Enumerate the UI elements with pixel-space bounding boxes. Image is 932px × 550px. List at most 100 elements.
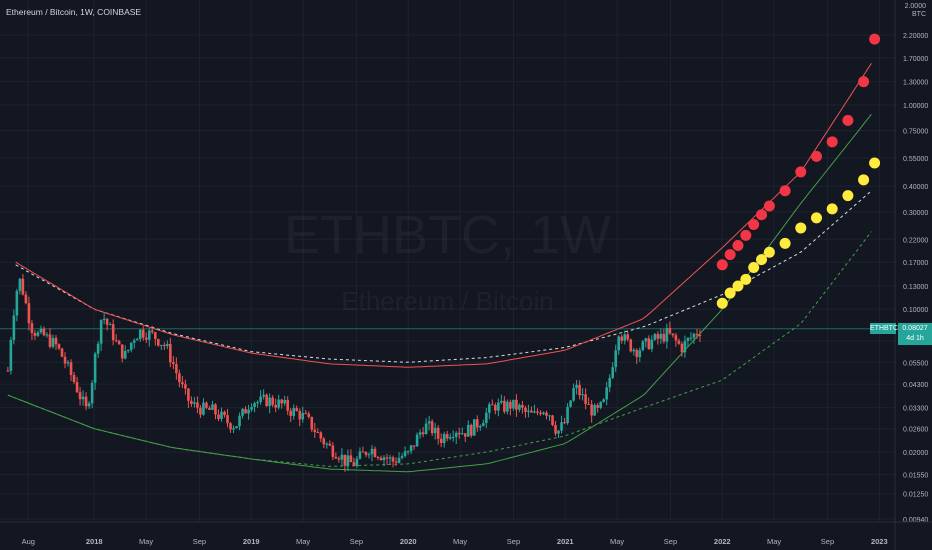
price-axis[interactable]: 0.00940 0.01250 0.01550 0.02000 0.02600 0.033… (894, 0, 928, 550)
candle-down (421, 432, 425, 435)
candle-down (154, 332, 157, 340)
candle-down (157, 339, 160, 346)
time-tick-label: May (453, 537, 467, 546)
candle-down (698, 335, 702, 337)
candle-down (445, 434, 449, 439)
candle-down (295, 408, 299, 412)
candle-down (307, 413, 311, 417)
candle-down (181, 382, 184, 385)
candle-up (301, 412, 305, 420)
candle-up (138, 329, 142, 339)
red-projection-dot (724, 249, 736, 261)
candle-up (400, 456, 404, 458)
watermark-ticker: ETHBTC, 1W (283, 205, 611, 265)
candle-down (494, 404, 497, 411)
candle-up (686, 338, 690, 341)
candle-up (292, 408, 296, 416)
time-tick-label: Sep (350, 537, 363, 546)
yellow-projection-dot (724, 287, 736, 299)
candle-up (66, 362, 70, 364)
candle-down (42, 328, 46, 336)
candle-down (214, 404, 217, 415)
yellow-projection-dot (740, 273, 752, 285)
candle-down (463, 433, 467, 437)
price-tick-label: 0.01550 (903, 473, 928, 480)
candle-up (460, 433, 464, 435)
candle-down (196, 402, 199, 408)
candle-up (93, 353, 97, 383)
candle-down (48, 334, 52, 347)
candle-up (548, 415, 551, 417)
candle-down (379, 457, 383, 461)
candle-down (331, 445, 335, 457)
candle-up (202, 402, 205, 415)
candle-down (78, 392, 82, 400)
candle-up (262, 394, 265, 397)
red-projection-dot (740, 229, 752, 241)
currency-label: 2.0000 BTC (905, 3, 926, 19)
candle-up (45, 334, 49, 336)
red-projection-dot (716, 259, 728, 271)
candle-up (418, 432, 422, 435)
candle-up (358, 451, 362, 459)
candle-up (512, 399, 515, 409)
candle-down (373, 448, 377, 458)
candle-up (256, 402, 259, 404)
candle-up (241, 408, 244, 416)
candle-up (36, 332, 40, 336)
price-tick-label: 0.13000 (903, 284, 928, 291)
candle-up (123, 351, 127, 359)
candle-up (397, 457, 401, 463)
candle-up (147, 330, 151, 340)
candle-down (674, 335, 678, 341)
candle-down (57, 344, 61, 349)
candle-down (430, 421, 434, 434)
time-tick-label: 2021 (557, 537, 574, 546)
time-tick-label: Sep (664, 537, 677, 546)
candle-up (692, 333, 696, 338)
candle-down (244, 408, 247, 414)
candle-down (530, 410, 533, 413)
candle-up (557, 430, 560, 434)
candle-up (472, 419, 476, 436)
yellow-projection-dot (826, 203, 838, 215)
price-tick-label: 2.20000 (903, 33, 928, 40)
candle-down (596, 405, 599, 408)
red-projection-dot (826, 136, 838, 148)
candle-down (117, 340, 121, 345)
yellow-projection-dot (732, 280, 744, 292)
candle-up (283, 400, 287, 404)
red-projection-dot (732, 240, 744, 252)
candle-up (479, 426, 482, 428)
candle-up (253, 403, 256, 407)
grid-lines (0, 0, 895, 522)
candle-up (542, 412, 545, 415)
candle-down (656, 334, 660, 339)
candle-up (135, 338, 139, 341)
symbol-title[interactable]: Ethereum / Bitcoin, 1W, COINBASE (6, 7, 142, 17)
red-projection-dot (810, 150, 822, 162)
candle-up (433, 427, 437, 434)
candle-up (485, 412, 488, 424)
price-tick-label: 0.00940 (903, 517, 928, 524)
candles (6, 274, 702, 472)
red-projection-dot (858, 76, 870, 88)
candle-up (451, 437, 455, 439)
candle-up (250, 406, 253, 410)
candle-down (635, 349, 639, 358)
time-axis[interactable]: Aug 2018 May Sep 2019 May Sep 2020 May Sep 2021 May… (0, 521, 932, 546)
candle-down (322, 438, 326, 445)
candle-down (310, 416, 314, 430)
time-tick-label: May (767, 537, 781, 546)
candle-down (524, 407, 527, 412)
candle-down (175, 364, 178, 374)
candle-up (211, 404, 214, 410)
candle-up (488, 404, 491, 413)
candle-up (247, 409, 250, 414)
candle-up (409, 445, 413, 452)
candle-up (608, 377, 611, 388)
candle-up (108, 324, 112, 326)
candle-down (647, 338, 651, 350)
candle-up (599, 401, 602, 408)
